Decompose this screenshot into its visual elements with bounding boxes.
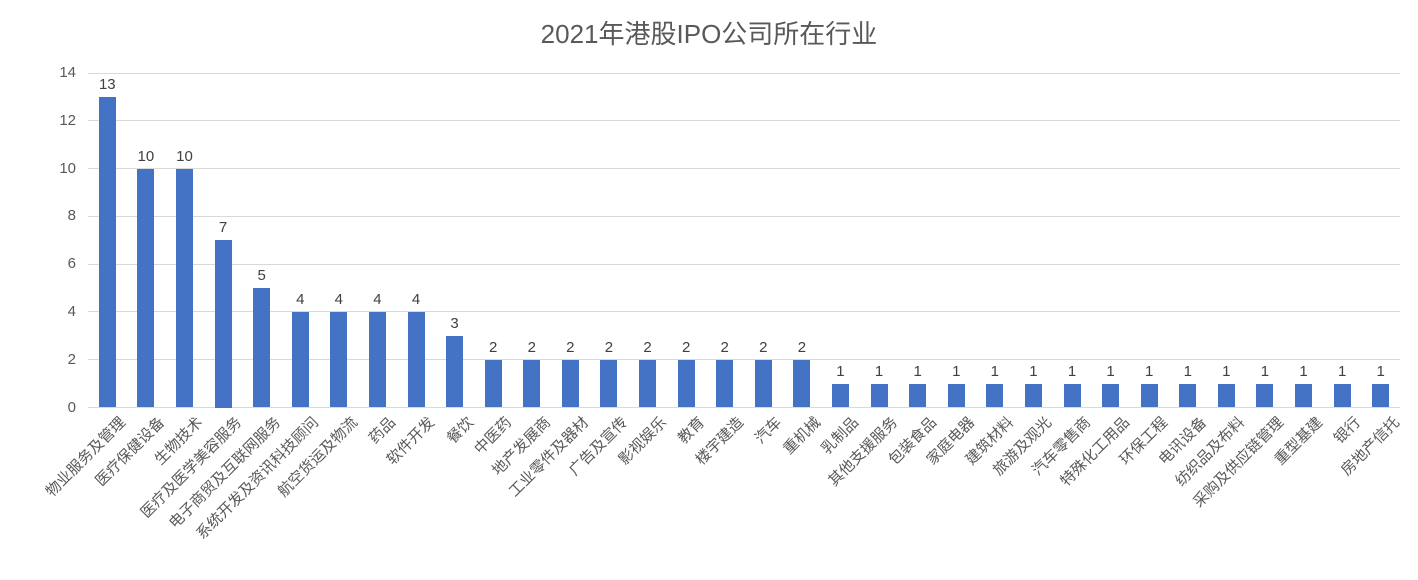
gridline bbox=[88, 168, 1400, 170]
bar-value-label: 10 bbox=[137, 147, 155, 165]
bar bbox=[1372, 383, 1390, 408]
bar bbox=[870, 383, 888, 408]
x-axis-category-label: 药品 bbox=[366, 414, 400, 448]
bar-value-label: 3 bbox=[450, 314, 459, 332]
bar bbox=[214, 240, 232, 408]
bar bbox=[484, 359, 502, 408]
bar-value-label: 1 bbox=[1376, 362, 1385, 380]
bar-value-label: 4 bbox=[334, 290, 343, 308]
y-axis-tick-label: 12 bbox=[59, 111, 76, 129]
bar-value-label: 4 bbox=[373, 290, 382, 308]
bar bbox=[986, 383, 1004, 408]
bar-value-label: 1 bbox=[1145, 362, 1154, 380]
bar-value-label: 2 bbox=[797, 338, 807, 356]
y-axis-tick-label: 0 bbox=[67, 398, 76, 416]
bar bbox=[291, 311, 309, 408]
bar bbox=[716, 359, 734, 408]
bar-value-label: 5 bbox=[257, 267, 266, 285]
x-axis-category-label: 银行 bbox=[1330, 414, 1365, 448]
gridline bbox=[88, 263, 1400, 265]
bar bbox=[909, 383, 927, 408]
gridline bbox=[88, 215, 1400, 217]
bar bbox=[330, 311, 348, 408]
bar bbox=[1295, 383, 1313, 408]
gridline bbox=[88, 72, 1400, 74]
bar bbox=[253, 288, 271, 408]
bar bbox=[947, 383, 965, 408]
bar-value-label: 2 bbox=[566, 338, 575, 356]
bar-value-label: 2 bbox=[604, 338, 614, 356]
gridline bbox=[88, 311, 1400, 313]
bar-value-label: 1 bbox=[1222, 362, 1231, 380]
bar-value-label: 1 bbox=[1106, 362, 1115, 380]
bar-value-label: 2 bbox=[681, 338, 691, 356]
bar-value-label: 2 bbox=[527, 338, 536, 356]
gridline bbox=[88, 359, 1400, 361]
x-axis-category-label: 餐饮 bbox=[443, 414, 477, 448]
gridline bbox=[88, 407, 1400, 408]
bar bbox=[1179, 383, 1197, 408]
gridline bbox=[88, 120, 1400, 122]
bar-value-label: 10 bbox=[176, 147, 193, 165]
y-axis-tick-label: 2 bbox=[67, 350, 76, 368]
bar bbox=[754, 359, 772, 408]
y-axis-tick-label: 4 bbox=[67, 302, 76, 320]
bar-value-label: 1 bbox=[990, 362, 999, 380]
bar-value-label: 7 bbox=[218, 219, 228, 237]
bar-value-label: 1 bbox=[952, 362, 961, 380]
bar-value-label: 1 bbox=[1337, 362, 1347, 380]
bar-value-label: 1 bbox=[1299, 362, 1308, 380]
bar bbox=[407, 311, 425, 408]
bar-value-label: 1 bbox=[836, 362, 845, 380]
bar-value-label: 2 bbox=[759, 338, 768, 356]
bar bbox=[600, 359, 618, 408]
y-axis-tick-label: 10 bbox=[59, 159, 76, 177]
bar-value-label: 1 bbox=[1067, 362, 1077, 380]
bar bbox=[677, 359, 695, 408]
bar bbox=[175, 168, 193, 408]
bar-value-label: 4 bbox=[411, 290, 421, 308]
bar bbox=[1333, 383, 1351, 408]
bar-value-label: 1 bbox=[1183, 362, 1192, 380]
bar-value-label: 2 bbox=[643, 338, 652, 356]
bar bbox=[1140, 383, 1158, 408]
bar bbox=[639, 359, 657, 408]
x-axis-category-label: 汽车 bbox=[752, 414, 786, 448]
bar-value-label: 1 bbox=[1029, 362, 1038, 380]
bar bbox=[523, 359, 541, 408]
bar-value-label: 2 bbox=[720, 338, 729, 356]
x-axis-category-label: 教育 bbox=[674, 414, 709, 448]
bar bbox=[98, 96, 116, 408]
bar bbox=[137, 168, 155, 408]
chart-title: 2021年港股IPO公司所在行业 bbox=[540, 19, 878, 49]
bar bbox=[446, 335, 464, 408]
bar bbox=[831, 383, 849, 408]
bar bbox=[1024, 383, 1042, 408]
bar bbox=[1217, 383, 1235, 408]
bar-value-label: 1 bbox=[874, 362, 884, 380]
bar bbox=[1256, 383, 1274, 408]
bar-value-label: 1 bbox=[1260, 362, 1270, 380]
x-axis-category-label: 重机械 bbox=[780, 414, 824, 458]
bar bbox=[1063, 383, 1081, 408]
y-axis-tick-label: 6 bbox=[67, 255, 76, 273]
bar bbox=[368, 311, 386, 408]
bar-value-label: 1 bbox=[913, 362, 922, 380]
y-axis-tick-label: 14 bbox=[59, 64, 76, 81]
bar bbox=[1102, 383, 1120, 408]
bar-value-label: 4 bbox=[296, 290, 305, 308]
bar bbox=[793, 359, 811, 408]
bar-value-label: 13 bbox=[98, 75, 116, 93]
bar-value-label: 2 bbox=[489, 338, 498, 356]
y-axis-tick-label: 8 bbox=[67, 207, 76, 225]
bar bbox=[561, 359, 579, 408]
